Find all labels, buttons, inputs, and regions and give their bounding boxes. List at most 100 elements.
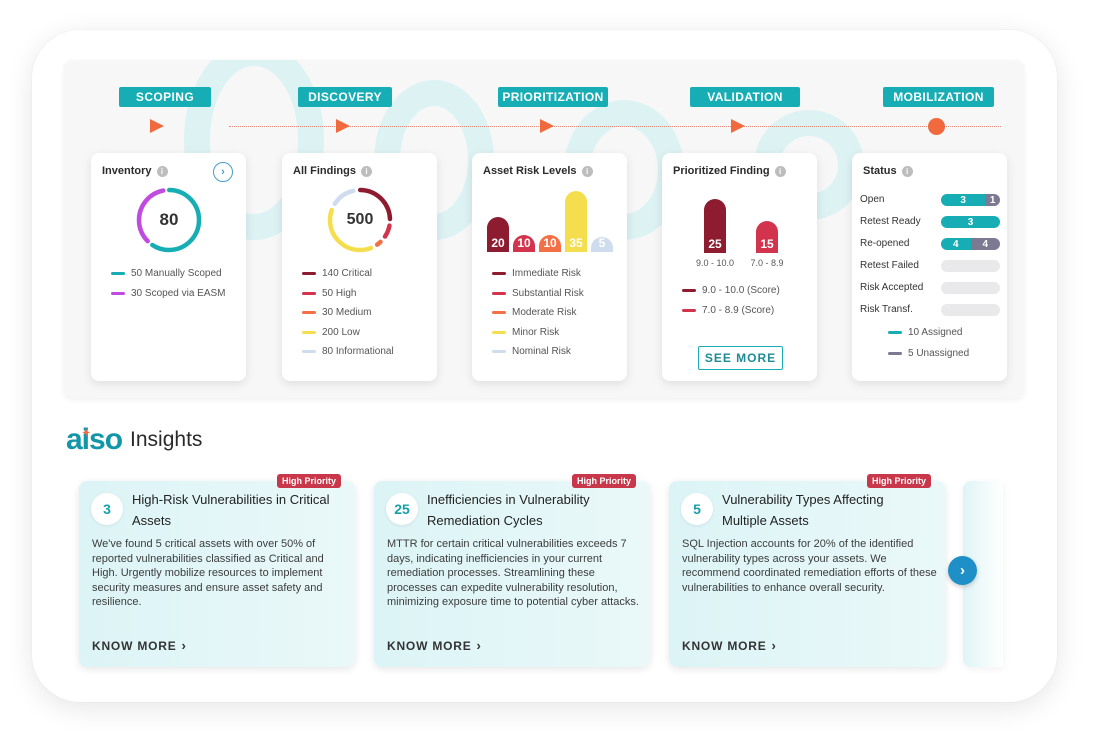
stage-scoping: SCOPING [119, 87, 211, 107]
pipeline-panel: SCOPING DISCOVERY PRIORITIZATION VALIDAT… [64, 60, 1024, 398]
risk-bar: 20 [487, 217, 509, 252]
asset-risk-card[interactable]: Asset Risk Levels i 20 10 10 35 5 Immediate … [472, 153, 627, 381]
status-bar: 3 [941, 216, 1000, 228]
asset-risk-chart: 20 10 10 35 5 [485, 191, 615, 252]
know-more-label: KNOW MORE [387, 638, 472, 653]
legend-label: 30 Scoped via EASM [131, 288, 226, 299]
status-bar [941, 304, 1000, 316]
status-label: Risk Accepted [860, 282, 924, 293]
legend-label: 80 Informational [322, 346, 394, 357]
legend-item: 9.0 - 10.0 (Score) [682, 285, 780, 296]
asset-risk-title-row: Asset Risk Levels i [483, 165, 593, 177]
prioritized-title-row: Prioritized Finding i [673, 165, 786, 177]
arrow-icon [731, 119, 745, 133]
donut-segment [327, 187, 393, 253]
insight-title: High-Risk Vulnerabilities in Critical As… [132, 492, 330, 528]
priority-badge: High Priority [571, 474, 636, 488]
legend-item: Moderate Risk [492, 307, 576, 318]
donut-segment [136, 187, 202, 253]
logo-text: aiso [66, 423, 123, 456]
insight-card[interactable]: High Priority 25 Inefficiencies in Vulne… [374, 474, 650, 667]
status-label: Retest Ready [860, 216, 921, 227]
legend-label: 10 Assigned [908, 327, 963, 338]
insight-count: 5 [681, 493, 713, 525]
findings-title: All Findings [293, 165, 356, 177]
inventory-card[interactable]: Inventory i › 80 50 Manually Scoped 30 S… [91, 153, 246, 381]
risk-bar: 5 [591, 236, 613, 252]
prioritized-title: Prioritized Finding [673, 165, 770, 177]
legend-swatch [302, 330, 316, 334]
legend-label: 50 Manually Scoped [131, 268, 222, 279]
status-label: Re-opened [860, 238, 910, 249]
legend-item: Minor Risk [492, 327, 559, 338]
legend-label: Nominal Risk [512, 346, 571, 357]
chevron-right-icon[interactable]: › [213, 162, 233, 182]
legend-label: 140 Critical [322, 268, 373, 279]
legend-label: 50 High [322, 287, 357, 299]
risk-bar: 10 [513, 235, 535, 252]
insight-card[interactable]: High Priority 3 High-Risk Vulnerabilitie… [79, 474, 355, 667]
legend-label: Moderate Risk [512, 307, 577, 318]
legend-label: 7.0 - 8.9 (Score) [702, 305, 775, 316]
know-more-link[interactable]: KNOW MORE › [682, 638, 777, 653]
insight-description: We've found 5 critical assets with over … [92, 538, 324, 608]
legend-item: Nominal Risk [492, 346, 571, 357]
insight-card[interactable]: High Priority 5 Vulnerability Types Affe… [669, 474, 945, 667]
legend-swatch [888, 331, 902, 334]
inventory-donut [136, 187, 202, 253]
legend-label: Minor Risk [512, 326, 560, 338]
chevron-right-icon: › [476, 638, 482, 653]
legend-swatch [302, 350, 316, 353]
legend-swatch [302, 291, 316, 295]
know-more-link[interactable]: KNOW MORE › [92, 638, 187, 653]
stage-prioritization: PRIORITIZATION [498, 87, 608, 107]
assigned-segment: 3 [941, 216, 1000, 228]
range-label: 9.0 - 10.0 [695, 258, 735, 268]
findings-title-row: All Findings i [293, 165, 372, 177]
findings-card[interactable]: All Findings i 500 140 Critical 50 High 30… [282, 153, 437, 381]
inventory-title: Inventory [102, 165, 152, 177]
status-card[interactable]: Status i Open 3 1 Retest Ready 3 Re-opened 4 4 R… [852, 153, 1007, 381]
status-title: Status [863, 165, 897, 177]
legend-label: 200 Low [322, 326, 360, 338]
info-icon[interactable]: i [774, 165, 786, 177]
status-label: Retest Failed [860, 260, 919, 271]
legend-item: 200 Low [302, 327, 360, 338]
legend-swatch [302, 272, 316, 275]
arrow-icon [150, 119, 164, 133]
know-more-link[interactable]: KNOW MORE › [387, 638, 482, 653]
prioritized-bar: 25 [704, 199, 726, 253]
legend-item: 7.0 - 8.9 (Score) [682, 305, 774, 316]
info-icon[interactable]: i [581, 165, 593, 177]
assigned-segment: 4 [941, 238, 971, 250]
sparkle-icon: ✦ [82, 428, 90, 439]
legend-swatch [492, 311, 506, 314]
insight-description: MTTR for certain critical vulnerabilitie… [387, 538, 639, 608]
legend-swatch [111, 292, 125, 295]
info-icon[interactable]: i [360, 165, 372, 177]
pipeline-end-dot [928, 118, 945, 135]
arrow-icon [540, 119, 554, 133]
status-title-row: Status i [863, 165, 913, 177]
info-icon[interactable]: i [156, 165, 168, 177]
legend-item: Immediate Risk [492, 268, 581, 279]
see-more-button[interactable]: SEE MORE [698, 346, 783, 370]
arrow-icon [336, 119, 350, 133]
unassigned-segment: 1 [985, 194, 1000, 206]
insight-count: 3 [91, 493, 123, 525]
legend-item: Substantial Risk [492, 288, 584, 299]
findings-donut [327, 187, 393, 253]
prioritized-card[interactable]: Prioritized Finding i 25 15 9.0 - 10.0 7.… [662, 153, 817, 381]
legend-swatch [682, 309, 696, 312]
legend-label: 9.0 - 10.0 (Score) [702, 285, 780, 296]
assigned-segment: 3 [941, 194, 986, 206]
next-insights-button[interactable]: › [948, 556, 977, 585]
insight-count: 25 [386, 493, 418, 525]
legend-item: 140 Critical [302, 268, 372, 279]
pipeline-track [229, 126, 1001, 127]
range-label: 7.0 - 8.9 [750, 258, 784, 268]
info-icon[interactable]: i [901, 165, 913, 177]
status-bar [941, 260, 1000, 272]
legend-item: 50 Manually Scoped [111, 268, 222, 279]
legend-swatch [682, 289, 696, 292]
